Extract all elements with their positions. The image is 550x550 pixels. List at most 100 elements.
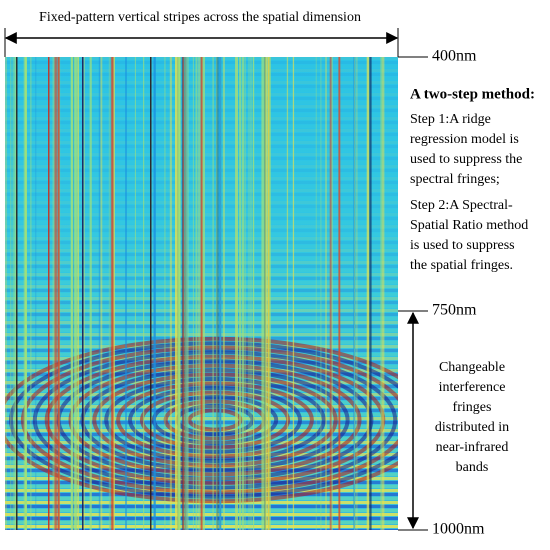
stripe xyxy=(70,57,74,530)
stripe xyxy=(83,57,85,530)
stripe xyxy=(239,57,242,530)
ring xyxy=(128,386,302,454)
stripe xyxy=(382,57,385,530)
wavelength-label: 400nm xyxy=(432,48,477,65)
stripe xyxy=(263,57,266,530)
stripe xyxy=(150,57,152,530)
stripe xyxy=(219,57,222,530)
stripe xyxy=(325,57,327,530)
annotation-line: interference xyxy=(439,380,506,395)
stripe xyxy=(331,57,333,530)
stripe xyxy=(212,57,214,530)
stripe xyxy=(252,57,255,530)
stripe xyxy=(178,57,181,530)
stripe xyxy=(143,57,145,530)
stripe xyxy=(329,57,332,530)
stripe xyxy=(199,57,201,530)
annotation: Changeable interference fringes distributed… xyxy=(435,360,509,475)
stripe xyxy=(216,57,218,530)
annotation-line: bands xyxy=(456,460,489,475)
step-line: the spatial fringes. xyxy=(410,258,513,273)
stripe xyxy=(235,57,237,530)
stripe xyxy=(25,57,27,530)
step-line: regression model is xyxy=(410,132,519,147)
stripe xyxy=(268,57,270,530)
stripe xyxy=(109,57,111,530)
stripe xyxy=(78,57,80,530)
ring xyxy=(92,372,338,468)
method-steps: Step 1:A ridge regression model is used to… xyxy=(410,112,528,273)
annotation-line: distributed in xyxy=(435,420,509,435)
stripe xyxy=(353,57,356,530)
stripe xyxy=(5,57,7,530)
stripe xyxy=(98,57,101,530)
stripe xyxy=(236,57,238,530)
stripe xyxy=(269,57,271,530)
step-line: Step 1:A ridge xyxy=(410,112,491,127)
stripe xyxy=(369,57,372,530)
stripe xyxy=(366,57,370,530)
stripe xyxy=(356,57,358,530)
stripe xyxy=(111,57,114,530)
stripe xyxy=(125,57,127,530)
stripe xyxy=(181,57,184,530)
stripe xyxy=(35,57,37,530)
wavelength-label: 750nm xyxy=(432,302,477,319)
stripe xyxy=(57,57,60,530)
stripe xyxy=(223,57,225,530)
annotation-line: fringes xyxy=(453,400,492,415)
stripe xyxy=(192,57,194,530)
stripe xyxy=(164,57,166,530)
stripe xyxy=(113,57,115,530)
step-line: is used to suppress xyxy=(410,238,515,253)
stripe xyxy=(182,57,184,530)
stripe xyxy=(134,57,136,530)
ring xyxy=(20,345,398,495)
stripe xyxy=(197,57,199,530)
stripe xyxy=(54,57,57,530)
stripe xyxy=(100,57,103,530)
stripe xyxy=(184,57,187,530)
stripe xyxy=(52,57,56,530)
stripe xyxy=(186,57,189,530)
stripe xyxy=(286,57,289,530)
ring xyxy=(32,350,398,490)
ring xyxy=(5,336,398,504)
stripe xyxy=(14,57,17,530)
stripe xyxy=(89,57,92,530)
stripe xyxy=(169,57,172,530)
stripe xyxy=(48,57,50,530)
stripe xyxy=(250,57,252,530)
stripe xyxy=(338,57,341,530)
stripe xyxy=(248,57,250,530)
stripe xyxy=(175,57,178,530)
stripe xyxy=(55,57,58,530)
ring xyxy=(163,399,267,441)
stripe xyxy=(12,57,15,530)
stripe xyxy=(200,57,203,530)
step-line: spectral fringes; xyxy=(410,172,500,187)
ring xyxy=(68,363,362,477)
hyperspectral-image xyxy=(5,57,398,530)
stripe xyxy=(380,57,383,530)
stripe xyxy=(263,57,267,530)
stripe xyxy=(185,57,188,530)
stripe xyxy=(354,57,356,530)
annotation-line: near-infrared xyxy=(436,440,509,455)
stripe xyxy=(265,57,268,530)
wavelength-label: 1000nm xyxy=(432,521,485,538)
stripe xyxy=(153,57,156,530)
stripe xyxy=(23,57,26,530)
stripe xyxy=(261,57,264,530)
stripe xyxy=(222,57,225,530)
stripe xyxy=(195,57,198,530)
stripe xyxy=(216,57,219,530)
stripe xyxy=(382,57,383,530)
annotation-line: Changeable xyxy=(439,360,505,375)
method-title: A two-step method: xyxy=(410,86,535,102)
top-caption: Fixed-pattern vertical stripes across th… xyxy=(39,10,361,25)
stripe xyxy=(292,57,295,530)
stripe xyxy=(320,57,322,530)
stripe xyxy=(315,57,317,530)
